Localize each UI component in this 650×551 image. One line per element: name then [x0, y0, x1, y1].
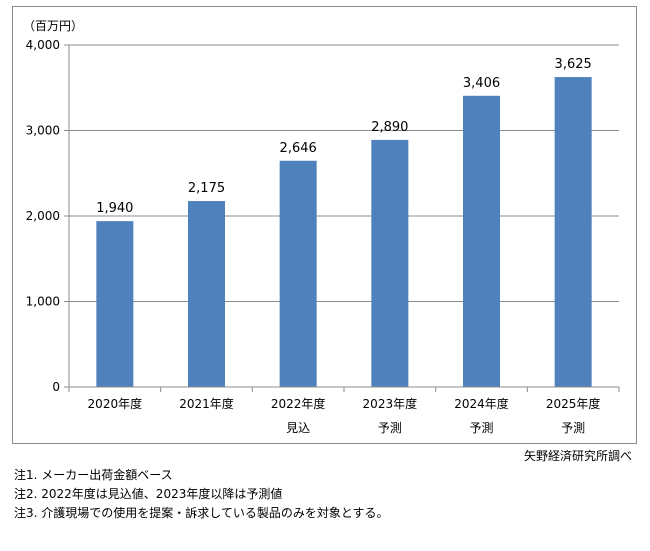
bar — [554, 77, 592, 387]
chart-frame: （百万円） 1,940 2,175 2,646 2,890 3,406 3,625 0 1,… — [12, 6, 637, 444]
x-tick-label: 2025年度 — [546, 396, 601, 411]
x-tick-label: 2024年度 — [454, 396, 509, 411]
value-label: 2,890 — [371, 120, 408, 135]
value-label: 2,175 — [188, 181, 225, 196]
x-tick-label: 2022年度 — [271, 396, 326, 411]
source-credit: 矢野経済研究所調べ — [523, 449, 632, 463]
x-tick-sublabel: 予測 — [469, 421, 493, 435]
grid-layer — [69, 44, 619, 302]
value-label: 3,406 — [463, 76, 500, 91]
note-3: 注3. 介護現場での使用を提案・訴求している製品のみを対象とする。 — [14, 506, 389, 520]
note-1: 注1. メーカー出荷金額ベース — [14, 468, 173, 482]
unit-label: （百万円） — [23, 19, 83, 33]
bar — [279, 160, 317, 387]
y-tick-label: 4,000 — [26, 38, 60, 52]
bar-chart: （百万円） 1,940 2,175 2,646 2,890 3,406 3,625 0 1,… — [23, 19, 620, 435]
y-tick-label: 3,000 — [26, 124, 60, 138]
y-tick-label: 0 — [52, 380, 60, 394]
x-tick-label: 2021年度 — [179, 396, 234, 411]
label-layer: 1,940 2,175 2,646 2,890 3,406 3,625 — [96, 57, 592, 216]
bar — [463, 95, 500, 388]
value-label: 1,940 — [96, 201, 133, 216]
x-tick-label: 2023年度 — [363, 396, 418, 411]
y-tick-label: 2,000 — [26, 209, 60, 223]
note-2: 注2. 2022年度は見込値、2023年度以降は予測値 — [14, 487, 283, 501]
axis-layer: 0 1,000 2,000 3,000 4,000 2020年度 2021年度 2022年度見… — [26, 38, 620, 435]
bar — [96, 221, 134, 387]
bar — [371, 139, 409, 387]
bar — [188, 201, 225, 387]
x-tick-sublabel: 予測 — [561, 421, 585, 435]
x-tick-sublabel: 見込 — [286, 421, 310, 435]
value-label: 2,646 — [280, 141, 317, 156]
y-tick-label: 1,000 — [26, 295, 60, 309]
x-tick-sublabel: 予測 — [378, 421, 402, 435]
bar-layer — [96, 77, 592, 388]
notes: 注1. メーカー出荷金額ベース 注2. 2022年度は見込値、2023年度以降は… — [14, 466, 389, 523]
value-label: 3,625 — [555, 57, 592, 72]
x-tick-label: 2020年度 — [88, 396, 143, 411]
